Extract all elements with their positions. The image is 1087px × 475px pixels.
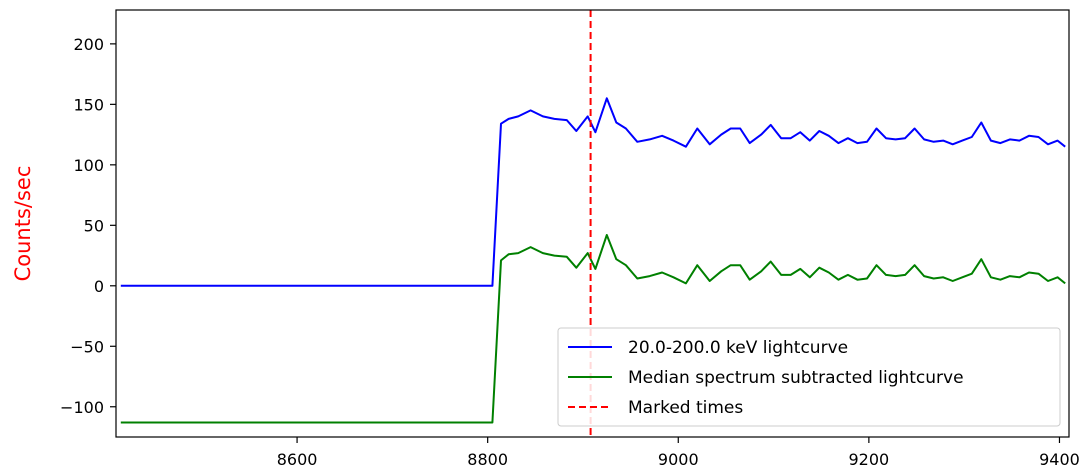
x-axis: 8600 8800 9000 9200 9400 [277,437,1080,469]
legend-label-0: 20.0-200.0 keV lightcurve [628,338,848,358]
y-axis: 200 150 100 50 0 −50 −100 [60,35,116,417]
series-line-0 [120,97,1066,287]
y-tick-label: −50 [70,337,104,356]
y-axis-label: Counts/sec [11,166,35,282]
y-tick-label: 200 [73,35,104,54]
y-tick-label: 150 [73,95,104,114]
x-tick-label: 9200 [849,450,890,469]
legend-box [557,327,1061,427]
x-tick-label: 8600 [277,450,318,469]
y-tick-label: −100 [60,398,104,417]
x-tick-label: 9000 [658,450,699,469]
series-layer [120,97,1066,424]
x-tick-label: 8800 [467,450,508,469]
legend: 20.0-200.0 keV lightcurve Median spectrum… [557,327,1061,427]
y-tick-label: 100 [73,156,104,175]
x-tick-label: 9400 [1039,450,1080,469]
axes-frame [115,9,1070,438]
legend-label-2: Marked times [628,398,743,418]
y-tick-label: 0 [94,277,104,296]
y-tick-label: 50 [84,216,104,235]
legend-label-1: Median spectrum subtracted lightcurve [628,368,964,388]
series-line-1 [120,234,1066,424]
